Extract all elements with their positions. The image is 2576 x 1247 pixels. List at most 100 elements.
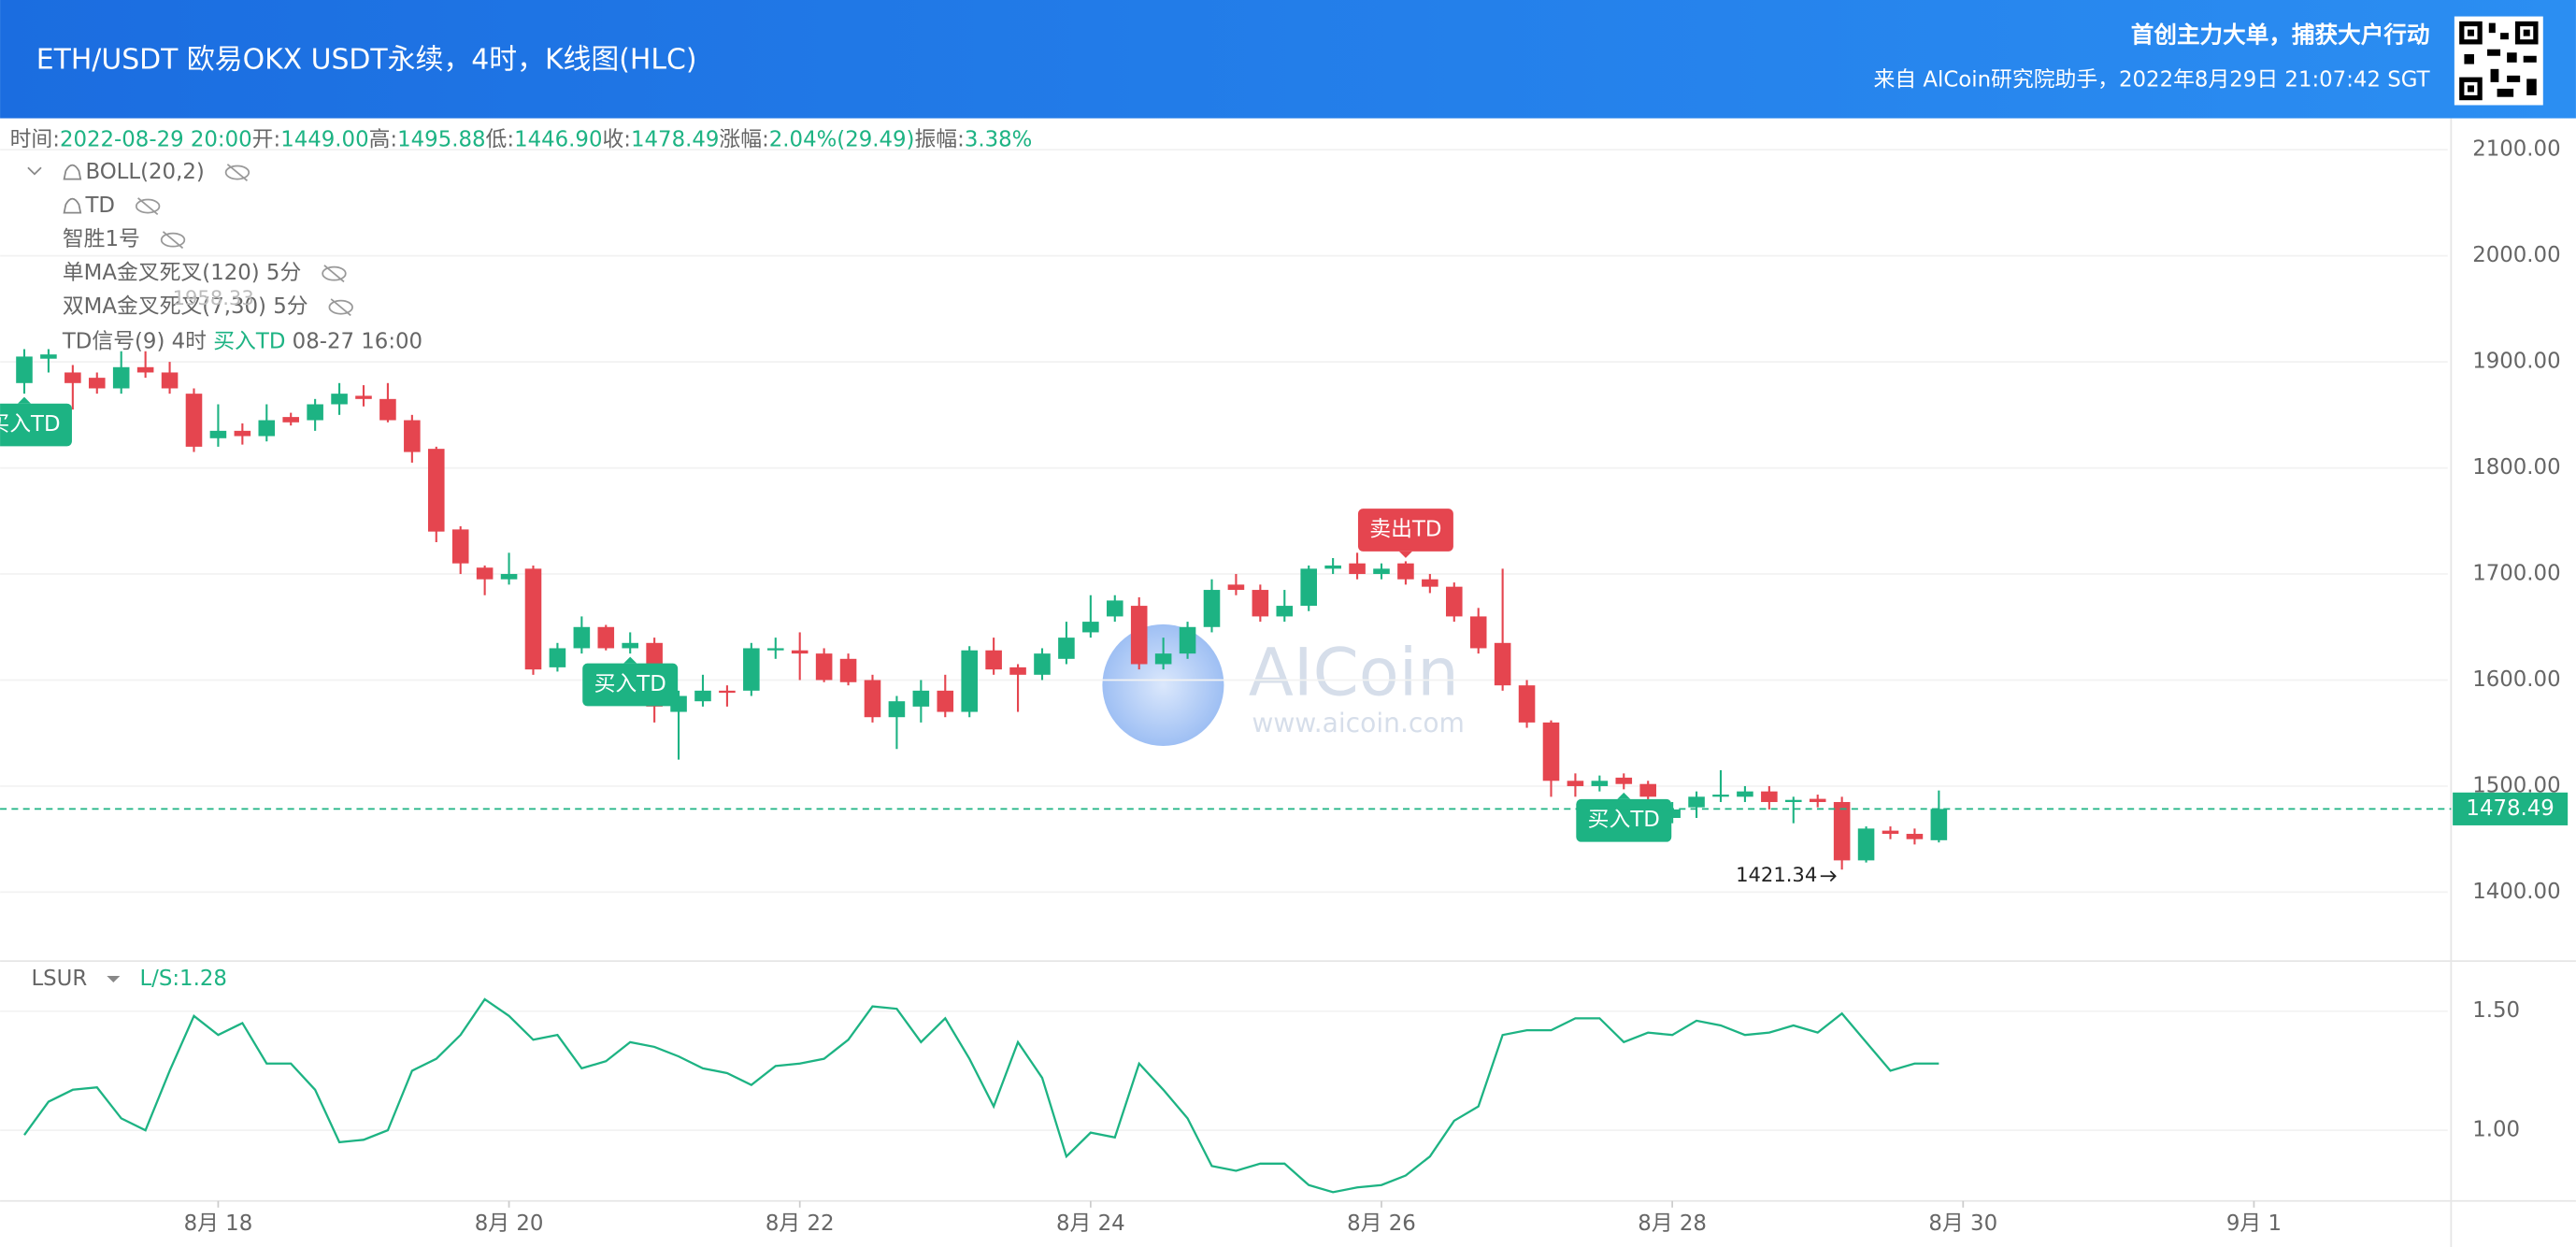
signal-pointer <box>17 396 32 404</box>
candle-body <box>888 701 906 718</box>
visibility-toggle[interactable] <box>328 298 353 317</box>
indicator-name: 单MA金叉死叉(120) 5分 <box>63 261 301 285</box>
candle-body <box>64 372 81 383</box>
eye-icon <box>160 232 186 248</box>
candle-body <box>1445 586 1463 617</box>
y-tick-label: 1800.00 <box>2472 455 2560 480</box>
high-marker: 1958.33 <box>173 286 254 309</box>
eye-icon <box>328 299 353 315</box>
candle-body <box>500 574 518 580</box>
info-label: 高: <box>369 127 398 151</box>
signal-label: 买入TD <box>0 412 61 437</box>
candle-body <box>1106 600 1123 617</box>
candle-body <box>112 366 130 389</box>
signal-label: 买入TD <box>1588 808 1660 832</box>
visibility-toggle[interactable] <box>224 164 250 182</box>
visibility-toggle[interactable] <box>322 265 347 283</box>
td-signal-name: TD信号(9) 4时 <box>62 329 207 353</box>
candle-body <box>1227 584 1245 591</box>
candle-body <box>1179 626 1196 654</box>
info-value: 3.38% <box>965 127 1033 151</box>
y-tick-label: 1700.00 <box>2472 562 2560 586</box>
candle-body <box>16 356 33 383</box>
info-label: 涨幅: <box>719 127 768 151</box>
candle-body <box>1591 781 1609 786</box>
candle-body <box>282 417 299 423</box>
dropdown-caret[interactable] <box>107 976 121 983</box>
signal-label: 买入TD <box>594 672 666 696</box>
td-signal-value: 买入TD <box>213 329 285 353</box>
candle-body <box>839 658 857 682</box>
candle-body <box>427 449 445 532</box>
candle-body <box>451 529 469 564</box>
collapse-chevron[interactable] <box>27 166 42 176</box>
y-tick-label: 1.50 <box>2472 998 2520 1023</box>
candle-body <box>404 420 421 452</box>
low-marker: 1421.34 <box>1736 863 1817 886</box>
x-tick-label: 8月 22 <box>766 1211 835 1236</box>
candle-body <box>1469 616 1487 649</box>
info-label: 开: <box>252 127 281 151</box>
info-value: 2.04%(29.49) <box>769 127 915 151</box>
y-tick-label: 2000.00 <box>2472 243 2560 267</box>
x-tick-label: 8月 30 <box>1928 1211 1997 1236</box>
candle-body <box>694 690 711 702</box>
eye-slash <box>162 231 184 250</box>
candle-body <box>937 690 954 712</box>
candle-body <box>1300 568 1317 607</box>
info-label: 收: <box>602 127 631 151</box>
x-tick-label: 9月 1 <box>2226 1211 2282 1236</box>
candle-body <box>258 420 276 437</box>
candle-body <box>597 626 615 649</box>
candle-body <box>1397 563 1414 580</box>
candle-body <box>307 404 323 421</box>
candle-body <box>1082 622 1099 633</box>
signal-box <box>582 663 679 707</box>
x-tick-label: 8月 24 <box>1056 1211 1125 1236</box>
candle-body <box>1154 653 1172 665</box>
candle-body <box>815 653 833 681</box>
candle-body <box>209 430 227 438</box>
candle-body <box>549 648 566 667</box>
candle-body <box>379 398 396 421</box>
td-signal: TD信号(9) 4时 买入TD 08-27 16:00 <box>62 329 422 353</box>
candle-body <box>1737 791 1753 797</box>
info-value: 1446.90 <box>514 127 602 151</box>
candle-body <box>476 567 494 580</box>
candle-body <box>1688 796 1705 808</box>
candle-body <box>1639 783 1656 797</box>
signal-box <box>0 403 72 447</box>
eye-icon <box>322 265 347 281</box>
candle-body <box>766 648 784 651</box>
visibility-toggle[interactable] <box>160 231 186 250</box>
signal-pointer <box>1398 551 1412 558</box>
signal-box <box>1357 509 1453 552</box>
candle-body <box>573 626 591 649</box>
line-series <box>23 997 1939 1194</box>
plot-area: 买入TD 买入TD 卖出TD 买入TD <box>0 149 2448 1194</box>
indicator-name: LSUR <box>31 967 87 991</box>
candle-body <box>864 680 881 718</box>
candle-body <box>1761 791 1778 802</box>
candle-body <box>331 394 348 405</box>
watermark-brand: AICoin <box>1249 635 1459 711</box>
candle-body <box>912 690 930 707</box>
candle-body <box>1930 809 1948 840</box>
y-tick-label: 2100.00 <box>2472 137 2560 162</box>
candle-body <box>1615 777 1633 784</box>
visibility-toggle[interactable] <box>135 197 161 216</box>
y-tick-label: 1400.00 <box>2472 880 2560 904</box>
candle-body <box>1542 722 1560 781</box>
indicator-name: TD <box>84 194 115 218</box>
candle-body <box>1276 606 1294 617</box>
eye-slash <box>323 265 345 283</box>
td-signal-time: 08-27 16:00 <box>293 329 422 353</box>
eye-slash <box>330 298 351 317</box>
candle-body <box>1373 568 1390 575</box>
candle-body <box>161 372 179 389</box>
header-source: 来自 AlCoin研究院助手，2022年8月29日 21:07:42 SGT <box>1873 68 2430 93</box>
candle-body <box>88 378 106 389</box>
candle-body <box>791 650 809 654</box>
candle-body <box>1833 801 1851 861</box>
